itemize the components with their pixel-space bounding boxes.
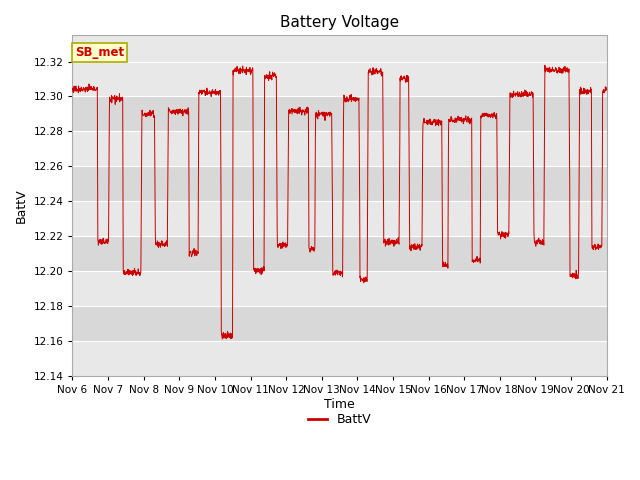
Bar [72, 167, 607, 201]
Legend: BattV: BattV [303, 408, 376, 431]
Bar [72, 306, 607, 341]
X-axis label: Time: Time [324, 398, 355, 411]
Title: Battery Voltage: Battery Voltage [280, 15, 399, 30]
Bar [72, 271, 607, 306]
Bar [72, 201, 607, 236]
Y-axis label: BattV: BattV [15, 188, 28, 223]
Text: SB_met: SB_met [75, 46, 124, 59]
Bar [72, 96, 607, 132]
Bar [72, 341, 607, 376]
Bar [72, 61, 607, 96]
Bar [72, 132, 607, 167]
Bar [72, 236, 607, 271]
